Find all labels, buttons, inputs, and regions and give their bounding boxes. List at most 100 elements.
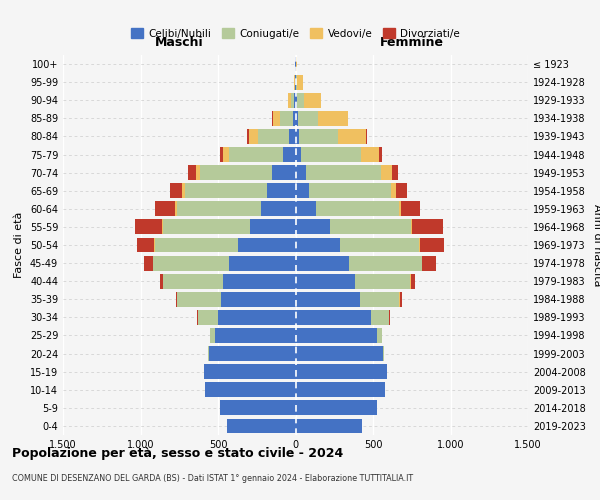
Bar: [209, 346, 296, 361]
Bar: [163, 220, 250, 234]
Bar: [296, 346, 383, 361]
Bar: [163, 274, 223, 288]
Bar: [296, 418, 362, 434]
Y-axis label: Fasce di età: Fasce di età: [14, 212, 24, 278]
Bar: [198, 310, 218, 325]
Bar: [296, 238, 340, 252]
Bar: [229, 256, 296, 270]
Bar: [296, 274, 355, 288]
Bar: [176, 292, 177, 306]
Bar: [410, 274, 415, 288]
Bar: [391, 184, 395, 198]
Bar: [137, 238, 154, 252]
Bar: [296, 328, 377, 343]
Bar: [238, 238, 296, 252]
Bar: [293, 111, 296, 126]
Bar: [361, 147, 379, 162]
Bar: [392, 165, 398, 180]
Bar: [298, 93, 304, 108]
Bar: [296, 202, 316, 216]
Bar: [155, 238, 238, 252]
Bar: [338, 129, 366, 144]
Bar: [381, 165, 392, 180]
Bar: [296, 147, 301, 162]
Bar: [280, 111, 293, 126]
Bar: [389, 310, 390, 325]
Bar: [262, 202, 296, 216]
Bar: [289, 129, 296, 144]
Bar: [355, 274, 410, 288]
Bar: [227, 418, 296, 434]
Bar: [296, 256, 349, 270]
Legend: Celibi/Nubili, Coniugati/e, Vedovi/e, Divorziati/e: Celibi/Nubili, Coniugati/e, Vedovi/e, Di…: [127, 24, 464, 42]
Bar: [316, 202, 400, 216]
Bar: [288, 93, 291, 108]
Bar: [182, 184, 185, 198]
Bar: [347, 111, 349, 126]
Bar: [229, 147, 283, 162]
Bar: [296, 165, 305, 180]
Bar: [296, 364, 386, 379]
Bar: [296, 400, 377, 415]
Bar: [196, 165, 200, 180]
Text: COMUNE DI DESENZANO DEL GARDA (BS) - Dati ISTAT 1° gennaio 2024 - Elaborazione T: COMUNE DI DESENZANO DEL GARDA (BS) - Dat…: [12, 474, 413, 483]
Bar: [135, 220, 162, 234]
Bar: [283, 147, 296, 162]
Bar: [221, 292, 296, 306]
Bar: [296, 74, 297, 90]
Bar: [177, 202, 262, 216]
Y-axis label: Anni di nascita: Anni di nascita: [592, 204, 600, 286]
Bar: [298, 111, 319, 126]
Bar: [175, 202, 177, 216]
Bar: [377, 328, 382, 343]
Bar: [210, 328, 215, 343]
Bar: [177, 292, 221, 306]
Bar: [319, 111, 347, 126]
Bar: [145, 256, 153, 270]
Bar: [170, 184, 182, 198]
Bar: [366, 129, 367, 144]
Bar: [295, 74, 296, 90]
Bar: [259, 129, 289, 144]
Bar: [296, 310, 371, 325]
Bar: [249, 129, 259, 144]
Bar: [422, 256, 436, 270]
Bar: [155, 202, 175, 216]
Bar: [383, 346, 385, 361]
Bar: [296, 93, 298, 108]
Bar: [160, 274, 163, 288]
Bar: [412, 220, 443, 234]
Bar: [291, 93, 294, 108]
Bar: [205, 382, 296, 397]
Bar: [294, 93, 296, 108]
Bar: [250, 220, 296, 234]
Bar: [220, 147, 223, 162]
Bar: [301, 147, 361, 162]
Bar: [267, 184, 296, 198]
Bar: [296, 382, 385, 397]
Bar: [153, 256, 229, 270]
Text: Popolazione per età, sesso e stato civile - 2024: Popolazione per età, sesso e stato civil…: [12, 448, 343, 460]
Bar: [204, 364, 296, 379]
Bar: [296, 129, 299, 144]
Bar: [411, 220, 412, 234]
Bar: [218, 310, 296, 325]
Text: Femmine: Femmine: [380, 36, 444, 49]
Bar: [304, 93, 320, 108]
Bar: [154, 238, 155, 252]
Bar: [340, 238, 419, 252]
Bar: [162, 220, 163, 234]
Bar: [360, 292, 400, 306]
Bar: [215, 328, 296, 343]
Bar: [401, 202, 419, 216]
Bar: [247, 129, 249, 144]
Bar: [400, 292, 402, 306]
Bar: [400, 202, 401, 216]
Bar: [272, 165, 296, 180]
Bar: [296, 184, 310, 198]
Bar: [371, 310, 389, 325]
Bar: [223, 147, 229, 162]
Bar: [299, 129, 338, 144]
Text: Maschi: Maschi: [155, 36, 203, 49]
Bar: [200, 165, 272, 180]
